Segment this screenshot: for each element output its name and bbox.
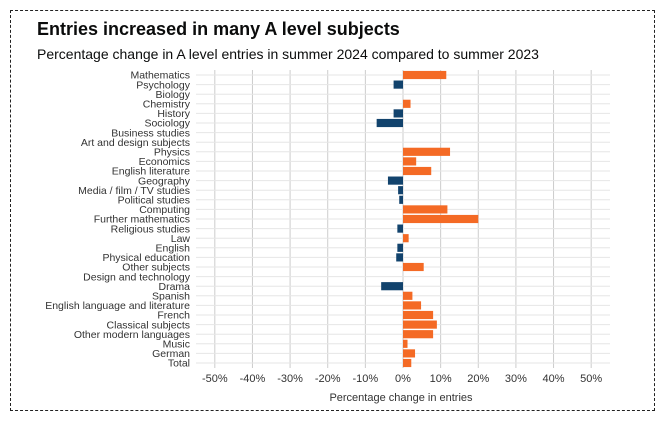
category-label: Classical subjects [107,319,190,331]
bar [403,214,479,224]
bar [403,157,417,166]
bar [403,310,434,320]
x-tick-label: -10% [353,373,379,385]
category-label: Music [163,339,190,351]
chart-frame [10,10,655,411]
bar [403,339,408,348]
category-label: Physics [154,147,190,159]
category-label: Geography [138,175,191,187]
bar [397,224,403,233]
category-label: Design and technology [83,271,191,283]
bar [403,330,434,339]
x-tick-label: -30% [277,373,303,385]
x-tick-label: -50% [202,373,228,385]
category-label: Other subjects [122,262,190,274]
x-tick-label: 40% [543,373,565,385]
category-label: Religious studies [111,223,190,235]
category-label: Further mathematics [94,214,190,226]
bar [403,349,416,358]
category-label: Business studies [111,127,190,139]
category-label: Political studies [118,195,190,207]
bar [403,70,447,80]
category-label: Sociology [144,118,190,130]
chart-subtitle: Percentage change in A level entries in … [37,46,539,62]
bar [396,253,403,262]
category-label: Spanish [152,291,190,303]
bar [403,147,451,156]
bar [403,291,413,300]
category-label: Physical education [102,252,190,264]
category-label: Other modern languages [74,329,190,341]
x-tick-label: 30% [505,373,527,385]
category-label: History [157,108,190,120]
category-label: Art and design subjects [81,137,190,149]
category-label: German [152,348,190,360]
bar [403,234,409,243]
x-axis-title: Percentage change in entries [329,392,473,404]
category-label: English language and literature [45,300,190,312]
category-label: Computing [139,204,190,216]
category-label: Media / film / TV studies [78,185,190,197]
category-label: Law [171,233,191,245]
x-tick-label: 0% [395,373,411,385]
bar [403,320,437,329]
bar [403,205,448,214]
category-label: English [156,243,191,255]
category-label: Chemistry [143,99,191,111]
category-label: Drama [158,281,190,293]
bar [393,109,403,118]
category-label: Biology [156,89,191,101]
bar [403,358,412,368]
x-tick-label: 10% [430,373,452,385]
category-label: Mathematics [130,70,190,82]
bar [398,186,403,195]
bar [403,262,424,272]
category-label: Psychology [136,79,190,91]
bar [403,99,411,108]
category-label: English literature [112,166,190,178]
bar [376,118,403,128]
bar [397,243,403,252]
bar [393,80,403,89]
x-tick-label: -40% [240,373,266,385]
x-tick-label: -20% [315,373,341,385]
x-tick-label: 20% [467,373,489,385]
chart-title: Entries increased in many A level subjec… [37,19,400,39]
bar [381,282,403,291]
category-label: Total [168,358,190,370]
bar [399,195,403,204]
bar [387,176,403,185]
x-tick-label: 50% [580,373,602,385]
bar [403,166,432,176]
category-label: French [157,310,190,322]
bar [403,301,422,310]
category-label: Economics [139,156,190,168]
